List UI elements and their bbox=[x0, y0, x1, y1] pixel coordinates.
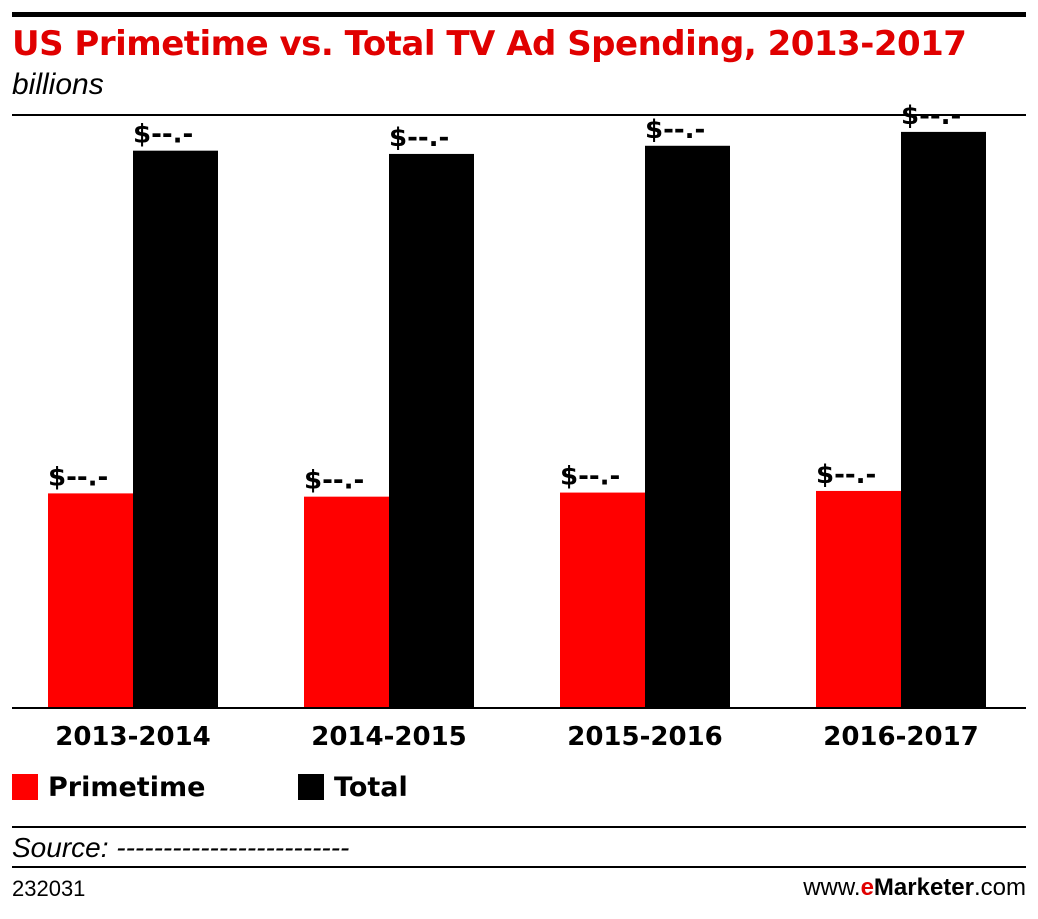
brand-suffix: .com bbox=[973, 874, 1026, 901]
title-divider bbox=[12, 114, 1026, 116]
brand-e: e bbox=[860, 874, 874, 901]
bar-total-2015-2016 bbox=[645, 145, 730, 708]
x-tick-label-2016-2017: 2016-2017 bbox=[823, 722, 979, 752]
x-tick-label-2013-2014: 2013-2014 bbox=[55, 722, 211, 752]
bar-total-2014-2015 bbox=[389, 153, 474, 708]
data-label-total-2014-2015: $--.- bbox=[389, 123, 449, 153]
bar-primetime-2016-2017 bbox=[816, 490, 901, 708]
bar-primetime-2013-2014 bbox=[48, 493, 133, 708]
data-label-primetime-2015-2016: $--.- bbox=[560, 462, 620, 492]
legend-swatch-primetime bbox=[12, 774, 38, 800]
data-label-total-2016-2017: $--.- bbox=[901, 101, 961, 131]
source-note: Source: ------------------------- bbox=[12, 832, 350, 863]
bar-primetime-2015-2016 bbox=[560, 492, 645, 708]
data-label-primetime-2013-2014: $--.- bbox=[48, 462, 108, 492]
x-tick-label-2014-2015: 2014-2015 bbox=[311, 722, 467, 752]
legend-label-primetime: Primetime bbox=[48, 771, 206, 803]
bar-primetime-2014-2015 bbox=[304, 496, 389, 708]
bar-chart: $--.- $--.- 2013-2014 $--.- $--.- 2014-2015 $-… bbox=[12, 101, 1026, 752]
x-tick-label-2015-2016: 2015-2016 bbox=[567, 722, 723, 752]
legend-item-total: Total bbox=[298, 770, 408, 804]
chart-title: US Primetime vs. Total TV Ad Spending, 2… bbox=[12, 24, 967, 64]
data-label-primetime-2014-2015: $--.- bbox=[304, 466, 364, 496]
source-divider-top bbox=[12, 826, 1026, 828]
legend-swatch-total bbox=[298, 774, 324, 800]
chart-id: 232031 bbox=[12, 876, 86, 901]
brand-name: Marketer bbox=[873, 874, 974, 901]
data-label-primetime-2016-2017: $--.- bbox=[816, 460, 876, 490]
top-rule bbox=[12, 12, 1026, 17]
data-label-total-2015-2016: $--.- bbox=[645, 115, 705, 145]
bar-total-2016-2017 bbox=[901, 131, 986, 709]
bar-total-2013-2014 bbox=[133, 150, 218, 708]
legend-item-primetime: Primetime bbox=[12, 770, 205, 804]
chart-subtitle: billions bbox=[12, 68, 104, 101]
source-divider-bottom bbox=[12, 866, 1026, 868]
brand-prefix: www. bbox=[803, 874, 861, 901]
legend-label-total: Total bbox=[334, 771, 408, 803]
data-label-total-2013-2014: $--.- bbox=[133, 120, 193, 150]
brand-link[interactable]: www.eMarketer.com bbox=[803, 874, 1026, 902]
